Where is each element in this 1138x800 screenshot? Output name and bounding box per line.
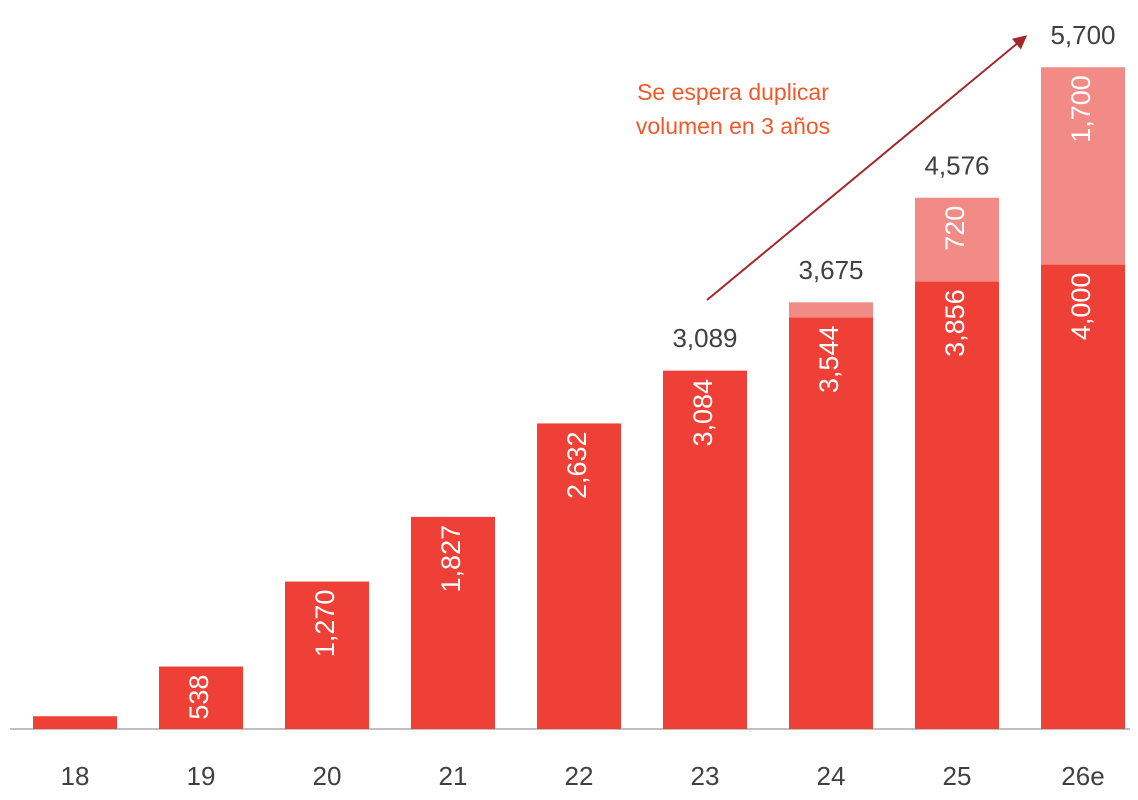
bar-segment xyxy=(411,516,495,729)
bar-segment xyxy=(915,281,999,729)
bar-segment xyxy=(663,370,747,729)
value-label: 1,827 xyxy=(436,525,466,593)
value-label: 1,270 xyxy=(310,590,340,658)
x-tick-label: 20 xyxy=(313,761,342,791)
value-label: 1,700 xyxy=(1066,75,1096,143)
bar-segment xyxy=(537,423,621,729)
value-label: 2,632 xyxy=(562,431,592,499)
total-label: 3,675 xyxy=(798,255,863,285)
total-label: 5,700 xyxy=(1050,20,1115,50)
x-tick-label: 19 xyxy=(187,761,216,791)
total-label: 4,576 xyxy=(924,151,989,181)
x-tick-label: 21 xyxy=(439,761,468,791)
bar-segment xyxy=(1041,264,1125,729)
bar-segment xyxy=(159,666,243,729)
value-label: 3,856 xyxy=(940,289,970,357)
x-tick-label: 23 xyxy=(691,761,720,791)
value-label: 720 xyxy=(940,206,970,251)
annotation: Se espera duplicar xyxy=(637,79,829,105)
value-label: 4,000 xyxy=(1066,273,1096,341)
bar-segment xyxy=(915,197,999,282)
x-tick-label: 25 xyxy=(943,761,972,791)
total-label: 3,089 xyxy=(672,323,737,353)
bar-segment xyxy=(33,716,117,729)
value-label: 3,544 xyxy=(814,326,844,394)
annotation: volumen en 3 años xyxy=(636,113,830,139)
bar-segment xyxy=(789,302,873,318)
x-tick-label: 24 xyxy=(817,761,846,791)
x-tick-label: 18 xyxy=(61,761,90,791)
bar-segment xyxy=(1041,67,1125,265)
bar-segment xyxy=(663,370,747,371)
value-label: 3,084 xyxy=(688,379,718,447)
x-tick-label: 26e xyxy=(1061,761,1104,791)
trend-arrow xyxy=(706,35,1028,301)
bar-segment xyxy=(789,317,873,729)
bar-segment xyxy=(285,581,369,729)
x-tick-label: 22 xyxy=(565,761,594,791)
value-label: 538 xyxy=(184,675,214,720)
